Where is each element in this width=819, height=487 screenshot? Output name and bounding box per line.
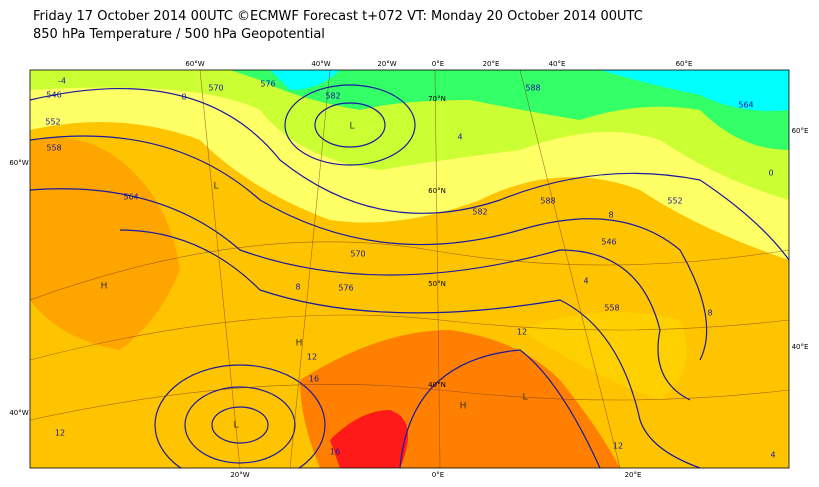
temperature-label: 16 [309, 375, 319, 384]
temperature-label: 12 [517, 328, 527, 337]
geopotential-label: 576 [338, 284, 353, 293]
right-label: 40°E [792, 343, 809, 351]
map-frame [29, 69, 790, 469]
geopotential-label: 582 [472, 208, 487, 217]
temperature-label: 12 [613, 442, 623, 451]
temperature-label: 4 [457, 133, 462, 142]
top-label: 20°E [483, 60, 500, 68]
bottom-label: 20°E [625, 471, 642, 479]
lat-label: 70°N [428, 95, 446, 103]
pressure-centre: L [233, 421, 238, 431]
temperature-label: 16 [330, 448, 340, 457]
geopotential-label: 552 [667, 197, 682, 206]
top-label: 60°E [676, 60, 693, 68]
lat-label: 60°N [428, 187, 446, 195]
temperature-label: 0 [181, 93, 186, 102]
geopotential-label: 558 [604, 304, 619, 313]
temperature-label: 0 [768, 169, 773, 178]
lat-label: 50°N [428, 280, 446, 288]
pressure-centre: H [101, 282, 108, 292]
geopotential-label: 582 [325, 92, 340, 101]
geopotential-label: 564 [123, 193, 138, 202]
geopotential-label: 552 [45, 118, 60, 127]
temperature-label: 4 [770, 451, 775, 460]
pressure-centre: L [349, 122, 354, 132]
right-label: 60°E [792, 127, 809, 135]
top-label: 60°W [185, 60, 204, 68]
map [30, 70, 789, 468]
subtitle: 850 hPa Temperature / 500 hPa Geopotenti… [33, 27, 325, 42]
temperature-label: 12 [307, 353, 317, 362]
temperature-label: 8 [707, 309, 712, 318]
temperature-label: 12 [55, 429, 65, 438]
geopotential-label: 588 [525, 84, 540, 93]
temperature-label: -4 [58, 77, 66, 86]
temperature-label: 8 [295, 283, 300, 292]
geopotential-label: 546 [46, 91, 61, 100]
temperature-label: 4 [583, 277, 588, 286]
title: Friday 17 October 2014 00UTC ©ECMWF Fore… [33, 9, 643, 24]
pressure-centre: L [213, 182, 218, 192]
geopotential-label: 558 [46, 144, 61, 153]
bottom-label: 0°E [432, 471, 444, 479]
left-label: 60°W [9, 159, 28, 167]
lat-label: 40°N [428, 381, 446, 389]
left-label: 40°W [9, 409, 28, 417]
geopotential-label: 576 [260, 80, 275, 89]
geopotential-label: 564 [738, 101, 753, 110]
geopotential-label: 546 [601, 238, 616, 247]
pressure-centre: L [522, 393, 527, 403]
top-label: 20°W [377, 60, 396, 68]
temperature-label: 8 [608, 211, 613, 220]
top-label: 0°E [432, 60, 444, 68]
pressure-centre: H [460, 402, 467, 412]
geopotential-label: 588 [540, 197, 555, 206]
pressure-centre: H [296, 339, 303, 349]
bottom-label: 20°W [230, 471, 249, 479]
geopotential-label: 570 [208, 84, 223, 93]
geopotential-label: 570 [350, 250, 365, 259]
top-label: 40°E [549, 60, 566, 68]
top-label: 40°W [311, 60, 330, 68]
